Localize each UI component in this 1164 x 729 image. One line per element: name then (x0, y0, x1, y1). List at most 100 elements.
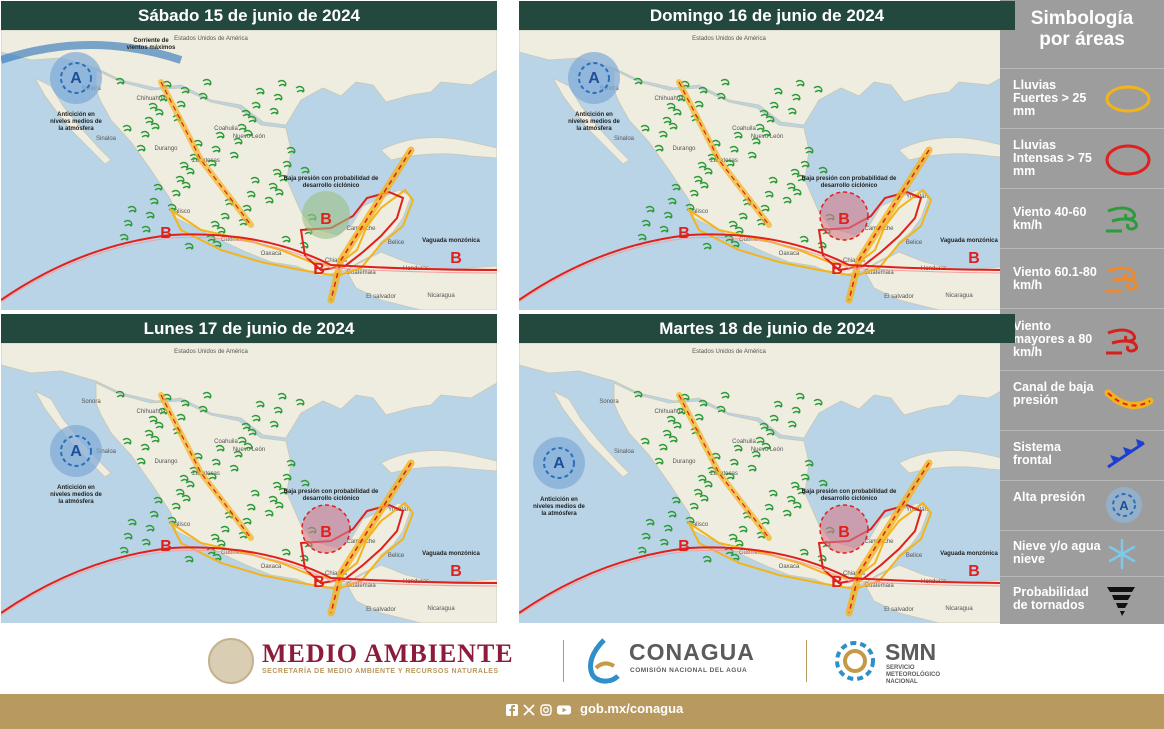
place-label: Oaxaca (779, 251, 800, 257)
green-wind-icon (119, 233, 129, 241)
green-wind-icon (760, 517, 770, 525)
green-wind-icon (141, 538, 151, 546)
green-wind-icon (782, 509, 792, 517)
green-wind-icon (282, 473, 292, 481)
legend-item-wind-orange: Viento 60.1-80 km/h (1000, 248, 1164, 309)
green-wind-icon (698, 399, 708, 407)
instagram-icon[interactable] (540, 704, 552, 716)
green-wind-icon (685, 203, 695, 211)
green-wind-icon (728, 533, 738, 541)
green-wind-icon (667, 510, 677, 518)
green-wind-icon (640, 437, 650, 445)
low-pressure-symbol: B (968, 563, 980, 580)
place-label: Jalisco (690, 522, 709, 528)
green-wind-icon (633, 390, 643, 398)
green-wind-icon (699, 494, 709, 502)
map-panel-2: Domingo 16 de junio de 2024 Estados Unid… (519, 1, 1015, 310)
youtube-icon[interactable] (557, 704, 571, 716)
map-panel-3: Lunes 17 de junio de 2024 Estados Unidos… (1, 314, 497, 623)
green-wind-icon (123, 532, 133, 540)
green-wind-icon (720, 391, 730, 399)
legend-item-rain-strong: Lluvias Fuertes > 25 mm (1000, 68, 1164, 129)
green-wind-icon (666, 415, 676, 423)
green-wind-icon (272, 481, 282, 489)
green-wind-icon (799, 548, 809, 556)
snowflake-icon (1108, 538, 1136, 570)
green-wind-icon (671, 496, 681, 504)
green-wind-icon (211, 458, 221, 466)
usa-landmass (519, 343, 1015, 439)
green-wind-icon (272, 168, 282, 176)
green-wind-icon (658, 443, 668, 451)
monsoon-trough-line (519, 236, 1015, 303)
place-label: Sinaloa (96, 449, 117, 455)
smn-logo-text: SMN (885, 639, 937, 665)
green-wind-icon (145, 211, 155, 219)
green-wind-icon (198, 92, 208, 100)
green-wind-icon (171, 189, 181, 197)
green-wind-icon (115, 77, 125, 85)
monsoon-trough-line (519, 549, 1015, 616)
place-label: Coahuila (732, 126, 756, 132)
green-wind-icon (697, 474, 707, 482)
green-wind-icon (148, 102, 158, 110)
green-wind-icon (167, 516, 177, 524)
legend-label: Alta presión (1013, 490, 1086, 504)
green-wind-icon (153, 496, 163, 504)
green-wind-icon (210, 533, 220, 541)
green-wind-icon (273, 93, 283, 101)
mexico-landmass (613, 69, 930, 277)
place-label: Chihuahua (654, 409, 684, 415)
green-wind-icon (184, 555, 194, 563)
rain-strong-area (168, 188, 415, 278)
green-wind-icon (136, 144, 146, 152)
green-wind-icon (179, 474, 189, 482)
red-wind-icon (1106, 328, 1139, 355)
low-pressure-channel-dash (678, 394, 770, 539)
legend-item-low-pressure-channel: Canal de baja presión (1000, 370, 1164, 431)
green-wind-icon (286, 146, 296, 154)
green-wind-icon (761, 129, 771, 137)
green-wind-icon (273, 406, 283, 414)
green-wind-icon (729, 145, 739, 153)
green-wind-icon (693, 488, 703, 496)
green-wind-icon (702, 242, 712, 250)
green-wind-icon (787, 107, 797, 115)
place-label: Belice (388, 553, 405, 559)
legend-label: Nieve y/o agua nieve (1013, 539, 1101, 566)
green-wind-icon (760, 204, 770, 212)
green-wind-icon (207, 472, 217, 480)
green-wind-icon (659, 538, 669, 546)
high-pressure-ring (578, 62, 610, 94)
baja-landmass (552, 77, 630, 165)
green-wind-icon (733, 444, 743, 452)
x-icon[interactable] (523, 704, 535, 716)
map-panel-1: Sábado 15 de junio de 2024 Estados Unido… (1, 1, 497, 310)
green-wind-icon (765, 115, 775, 123)
smn-logo-icon (835, 641, 875, 681)
green-wind-icon (759, 422, 769, 430)
green-wind-icon (247, 428, 257, 436)
green-wind-icon (645, 518, 655, 526)
green-wind-icon (729, 458, 739, 466)
green-wind-icon (241, 422, 251, 430)
green-wind-icon (654, 457, 664, 465)
place-label: Sonora (81, 399, 101, 405)
green-wind-icon (786, 182, 796, 190)
website-link[interactable]: gob.mx/conagua (580, 701, 684, 716)
green-wind-icon (241, 109, 251, 117)
low-pressure-channel-dash (678, 81, 770, 226)
green-wind-icon (281, 548, 291, 556)
high-pressure-symbol: A (588, 70, 600, 87)
place-label: Nicaragua (945, 606, 973, 612)
green-wind-icon (295, 398, 305, 406)
low-pressure-symbol: B (831, 261, 843, 278)
medio-ambiente-subtitle: SECRETARÍA DE MEDIO AMBIENTE Y RECURSOS … (262, 668, 499, 675)
green-wind-icon (286, 459, 296, 467)
facebook-icon[interactable] (506, 704, 518, 716)
green-wind-icon (800, 473, 810, 481)
low-pressure-outline (301, 504, 351, 554)
place-label: El salvador (884, 607, 914, 613)
low-pressure-area (820, 505, 868, 553)
green-wind-icon (250, 176, 260, 184)
